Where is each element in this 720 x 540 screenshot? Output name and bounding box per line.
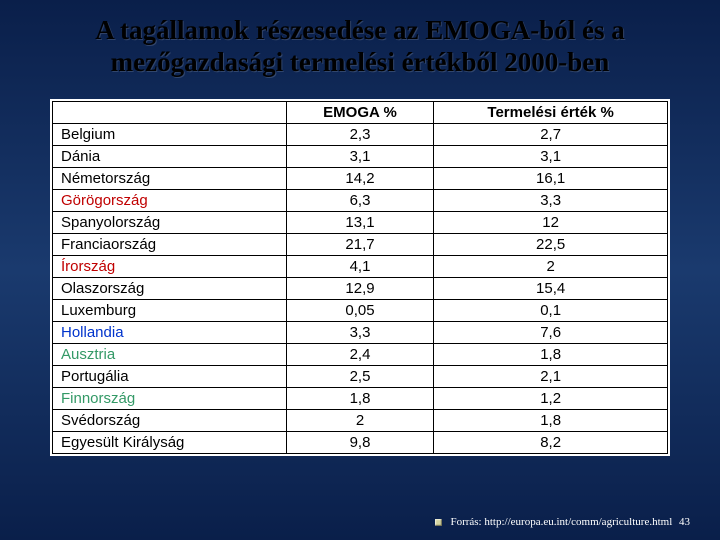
cell-prod: 8,2 xyxy=(434,431,668,453)
slide-title: A tagállamok részesedése az EMOGA-ból és… xyxy=(0,0,720,89)
cell-prod: 0,1 xyxy=(434,299,668,321)
source-label: Forrás: xyxy=(450,516,481,528)
table-row: Írország4,12 xyxy=(53,255,668,277)
table-header-row: EMOGA % Termelési érték % xyxy=(53,101,668,123)
table-row: Luxemburg0,050,1 xyxy=(53,299,668,321)
cell-emoga: 2,5 xyxy=(286,365,434,387)
cell-emoga: 14,2 xyxy=(286,167,434,189)
cell-emoga: 2 xyxy=(286,409,434,431)
table-row: Egyesült Királyság9,88,2 xyxy=(53,431,668,453)
cell-prod: 16,1 xyxy=(434,167,668,189)
table-row: Dánia3,13,1 xyxy=(53,145,668,167)
source-url: http://europa.eu.int/comm/agriculture.ht… xyxy=(484,516,672,528)
cell-emoga: 12,9 xyxy=(286,277,434,299)
table-row: Hollandia3,37,6 xyxy=(53,321,668,343)
page-number: 43 xyxy=(679,516,690,528)
cell-prod: 3,1 xyxy=(434,145,668,167)
cell-emoga: 4,1 xyxy=(286,255,434,277)
table-row: Ausztria2,41,8 xyxy=(53,343,668,365)
cell-prod: 1,2 xyxy=(434,387,668,409)
cell-prod: 2 xyxy=(434,255,668,277)
cell-prod: 2,7 xyxy=(434,123,668,145)
table-row: Belgium2,32,7 xyxy=(53,123,668,145)
cell-country: Spanyolország xyxy=(53,211,287,233)
table-row: Görögország6,33,3 xyxy=(53,189,668,211)
cell-prod: 12 xyxy=(434,211,668,233)
cell-country: Belgium xyxy=(53,123,287,145)
cell-country: Egyesült Királyság xyxy=(53,431,287,453)
cell-emoga: 3,3 xyxy=(286,321,434,343)
col-emoga: EMOGA % xyxy=(286,101,434,123)
cell-emoga: 2,3 xyxy=(286,123,434,145)
cell-country: Olaszország xyxy=(53,277,287,299)
col-country xyxy=(53,101,287,123)
cell-country: Luxemburg xyxy=(53,299,287,321)
cell-prod: 3,3 xyxy=(434,189,668,211)
cell-emoga: 6,3 xyxy=(286,189,434,211)
table-row: Franciaország21,722,5 xyxy=(53,233,668,255)
col-prod: Termelési érték % xyxy=(434,101,668,123)
cell-country: Ausztria xyxy=(53,343,287,365)
table-row: Németország14,216,1 xyxy=(53,167,668,189)
data-table: EMOGA % Termelési érték % Belgium2,32,7D… xyxy=(52,101,668,454)
cell-country: Dánia xyxy=(53,145,287,167)
table-row: Finnország1,81,2 xyxy=(53,387,668,409)
data-table-container: EMOGA % Termelési érték % Belgium2,32,7D… xyxy=(50,99,670,456)
cell-emoga: 2,4 xyxy=(286,343,434,365)
cell-country: Franciaország xyxy=(53,233,287,255)
cell-emoga: 1,8 xyxy=(286,387,434,409)
cell-prod: 1,8 xyxy=(434,409,668,431)
cell-emoga: 9,8 xyxy=(286,431,434,453)
table-row: Olaszország12,915,4 xyxy=(53,277,668,299)
table-row: Portugália2,52,1 xyxy=(53,365,668,387)
cell-prod: 15,4 xyxy=(434,277,668,299)
cell-emoga: 3,1 xyxy=(286,145,434,167)
cell-emoga: 21,7 xyxy=(286,233,434,255)
cell-prod: 7,6 xyxy=(434,321,668,343)
cell-country: Görögország xyxy=(53,189,287,211)
cell-country: Portugália xyxy=(53,365,287,387)
cell-emoga: 13,1 xyxy=(286,211,434,233)
bullet-icon xyxy=(435,519,442,526)
cell-country: Svédország xyxy=(53,409,287,431)
cell-country: Finnország xyxy=(53,387,287,409)
cell-prod: 2,1 xyxy=(434,365,668,387)
cell-country: Németország xyxy=(53,167,287,189)
cell-emoga: 0,05 xyxy=(286,299,434,321)
cell-prod: 1,8 xyxy=(434,343,668,365)
table-row: Spanyolország13,112 xyxy=(53,211,668,233)
cell-prod: 22,5 xyxy=(434,233,668,255)
footer: Forrás: http://europa.eu.int/comm/agricu… xyxy=(30,516,690,528)
cell-country: Hollandia xyxy=(53,321,287,343)
table-row: Svédország21,8 xyxy=(53,409,668,431)
cell-country: Írország xyxy=(53,255,287,277)
